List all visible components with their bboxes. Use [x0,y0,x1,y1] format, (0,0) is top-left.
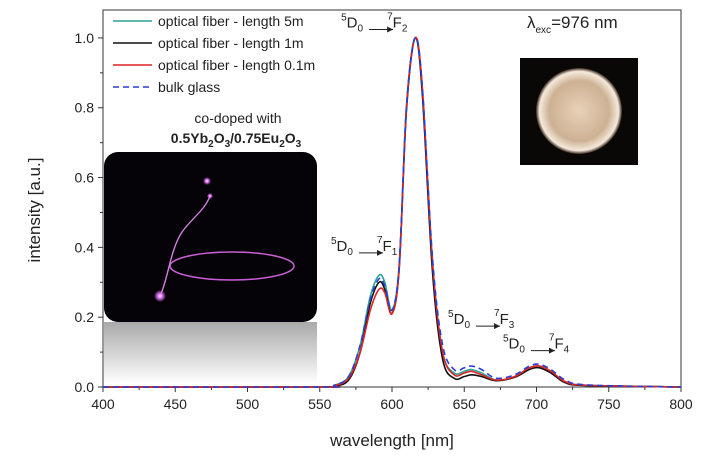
y-tick-label: 0.4 [75,239,95,255]
x-tick-label: 400 [91,396,115,412]
y-axis-ticks: 0.0 0.2 0.4 0.6 0.8 1.0 [75,30,103,395]
legend-label: optical fiber - length 0.1m [158,57,315,73]
y-tick-label: 0.2 [75,309,95,325]
series-line [102,36,682,388]
fiber-strand [159,195,211,297]
transition-arrow-head [376,249,383,256]
transition-arrow-head [494,323,501,330]
legend-label: optical fiber - length 1m [158,35,304,51]
codoped-note-line2: 0.5Yb2O3/0.75Eu2O3 [171,130,302,150]
excitation-label: λexc=976 nm [527,13,618,36]
endface-photo-inset [520,58,638,165]
fiber-photo [104,152,317,322]
fiber-loop [169,251,295,281]
x-tick-label: 650 [453,396,477,412]
series-layer [102,36,682,388]
transition-arrow-head [548,347,555,354]
y-tick-label: 1.0 [75,30,95,46]
y-tick-label: 0.6 [75,170,95,186]
legend-label: bulk glass [158,79,220,95]
codoped-note-line1: co-doped with [194,110,281,126]
x-tick-label: 500 [236,396,260,412]
x-axis-ticks: 400 450 500 550 600 650 700 750 800 [91,387,693,412]
legend: optical fiber - length 5m optical fiber -… [113,13,315,95]
y-axis-title: intensity [a.u.] [25,158,44,263]
fiber-glow-mid [207,193,213,199]
legend-label: optical fiber - length 5m [158,13,304,29]
fiber-glow-end [203,177,211,185]
x-tick-label: 750 [597,396,621,412]
transition-label: 5D07F4 [503,333,570,356]
x-tick-label: 450 [164,396,188,412]
transition-arrow-head [387,26,394,33]
fiber-photo-reflection [104,322,317,384]
y-tick-label: 0.0 [75,379,95,395]
x-tick-label: 550 [308,396,332,412]
x-axis-title: wavelength [nm] [329,431,454,450]
endface-disc [536,68,622,154]
transition-label: 5D07F2 [341,11,408,34]
fiber-photo-inset [104,152,317,384]
y-tick-label: 0.8 [75,100,95,116]
x-tick-label: 600 [380,396,404,412]
transition-label: 5D07F1 [331,235,398,258]
transition-label: 5D07F3 [448,308,515,331]
x-tick-label: 700 [525,396,549,412]
x-tick-label: 800 [669,396,693,412]
fiber-glow-tip [154,290,166,302]
